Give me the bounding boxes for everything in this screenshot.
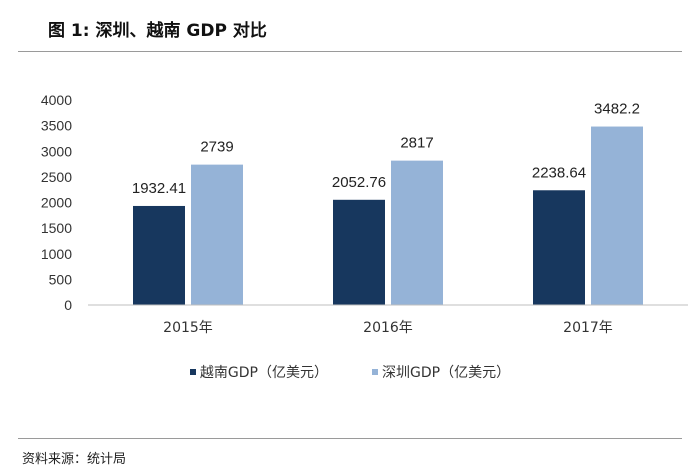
y-axis: 0 500 1000 1500 2000 2500 3000 3500 4000	[41, 92, 72, 313]
y-tick-label: 1500	[41, 220, 72, 236]
legend-item-vietnam: 越南GDP（亿美元）	[189, 362, 328, 382]
y-tick-label: 4000	[41, 92, 72, 108]
data-label-vietnam: 2052.76	[332, 174, 386, 191]
x-category-label: 2015年	[163, 320, 213, 336]
bar-shenzhen	[391, 160, 443, 305]
y-tick-label: 2000	[41, 195, 72, 211]
y-tick-label: 1000	[41, 246, 72, 262]
bar-shenzhen	[191, 164, 243, 305]
legend-swatch-shenzhen	[372, 369, 378, 375]
bar-vietnam	[333, 199, 385, 305]
y-tick-label: 500	[49, 271, 73, 287]
header-divider	[18, 51, 682, 52]
y-tick-label: 3500	[41, 118, 72, 134]
footer-divider	[18, 438, 682, 439]
data-label-shenzhen: 2817	[400, 135, 433, 152]
bars-group	[133, 126, 643, 305]
x-category-label: 2016年	[363, 320, 413, 336]
data-label-vietnam: 1932.41	[132, 180, 186, 197]
data-label-shenzhen: 2739	[200, 139, 233, 156]
gdp-bar-chart: 0 500 1000 1500 2000 2500 3000 3500 4000 1932.41…	[41, 92, 688, 336]
page-title: 图 1: 深圳、越南 GDP 对比	[48, 21, 267, 41]
legend-item-shenzhen: 深圳GDP（亿美元）	[372, 362, 510, 382]
bar-vietnam	[133, 205, 185, 305]
x-axis: 2015年 2016年 2017年	[163, 320, 613, 336]
legend-swatch-vietnam	[189, 369, 196, 375]
bar-vietnam	[533, 190, 585, 305]
data-label-shenzhen: 3482.2	[594, 101, 640, 118]
x-category-label: 2017年	[563, 320, 613, 336]
y-tick-label: 0	[64, 297, 72, 313]
legend-label-shenzhen: 深圳GDP（亿美元）	[382, 365, 511, 381]
y-tick-label: 2500	[41, 169, 72, 185]
bar-shenzhen	[591, 126, 643, 305]
data-label-vietnam: 2238.64	[532, 164, 586, 181]
y-tick-label: 3000	[41, 143, 72, 159]
legend-label-vietnam: 越南GDP（亿美元）	[199, 365, 328, 381]
legend: 越南GDP（亿美元） 深圳GDP（亿美元）	[0, 362, 700, 382]
source-note: 资料来源：统计局	[22, 452, 127, 467]
data-labels-group: 1932.41 2739 2052.76 2817 2238.64 3482.2	[132, 101, 640, 197]
